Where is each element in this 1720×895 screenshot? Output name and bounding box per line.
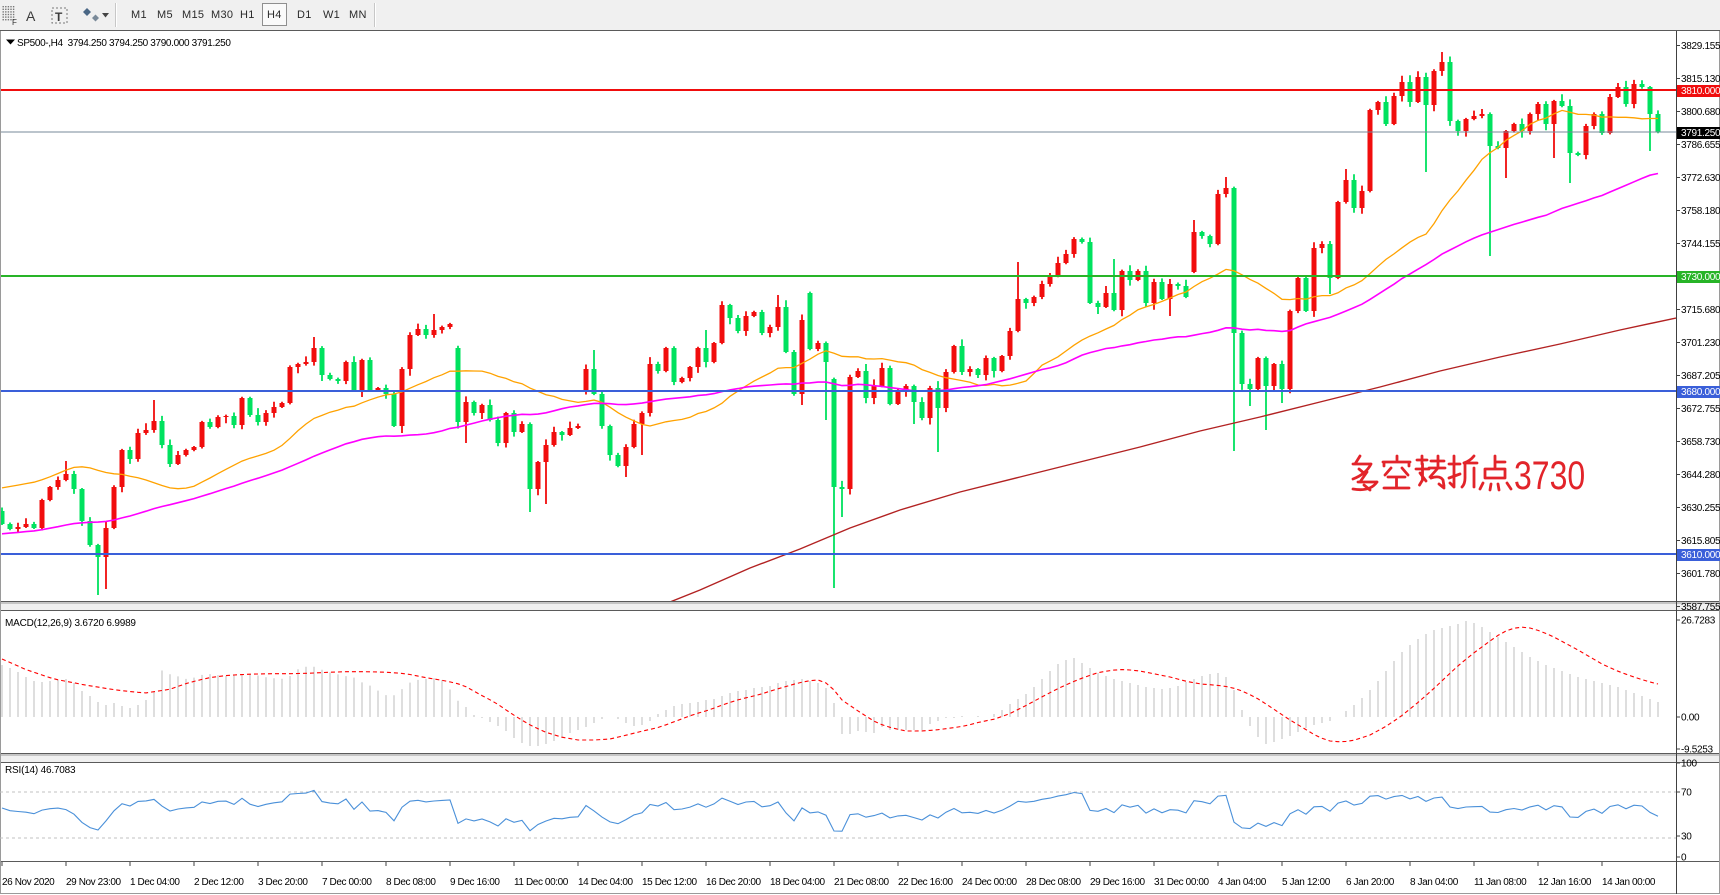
svg-text:100: 100	[1681, 759, 1698, 770]
svg-text:30: 30	[1681, 832, 1692, 843]
svg-text:3730: 3730	[1514, 453, 1585, 498]
svg-text:7 Dec 00:00: 7 Dec 00:00	[322, 877, 372, 888]
svg-text:22 Dec 16:00: 22 Dec 16:00	[898, 877, 954, 888]
svg-text:31 Dec 00:00: 31 Dec 00:00	[1154, 877, 1210, 888]
svg-text:3786.655: 3786.655	[1681, 140, 1720, 151]
svg-text:3630.255: 3630.255	[1681, 503, 1720, 514]
svg-text:8 Dec 08:00: 8 Dec 08:00	[386, 877, 436, 888]
svg-text:14 Dec 04:00: 14 Dec 04:00	[578, 877, 634, 888]
svg-text:14 Jan 00:00: 14 Jan 00:00	[1602, 877, 1656, 888]
svg-text:3791.250: 3791.250	[1681, 128, 1720, 139]
svg-text:29 Dec 16:00: 29 Dec 16:00	[1090, 877, 1146, 888]
svg-text:3672.755: 3672.755	[1681, 404, 1720, 415]
svg-text:3658.730: 3658.730	[1681, 437, 1720, 448]
svg-text:3680.000: 3680.000	[1681, 387, 1720, 398]
svg-text:3601.780: 3601.780	[1681, 569, 1720, 580]
svg-text:26 Nov 2020: 26 Nov 2020	[2, 877, 55, 888]
svg-text:11 Jan 08:00: 11 Jan 08:00	[1474, 877, 1527, 888]
svg-text:3829.155: 3829.155	[1681, 41, 1720, 52]
svg-text:29 Nov 23:00: 29 Nov 23:00	[66, 877, 122, 888]
svg-text:24 Dec 00:00: 24 Dec 00:00	[962, 877, 1018, 888]
svg-text:18 Dec 04:00: 18 Dec 04:00	[770, 877, 826, 888]
svg-text:SP500-,H4 3794.250 3794.250 3: SP500-,H4 3794.250 3794.250 3790.000 379…	[17, 38, 231, 49]
svg-text:F: F	[12, 18, 17, 27]
svg-text:3587.755: 3587.755	[1681, 602, 1720, 613]
svg-text:1 Dec 04:00: 1 Dec 04:00	[130, 877, 180, 888]
svg-text:0.00: 0.00	[1681, 713, 1700, 724]
svg-text:16 Dec 20:00: 16 Dec 20:00	[706, 877, 762, 888]
svg-text:8 Jan 04:00: 8 Jan 04:00	[1410, 877, 1459, 888]
svg-text:MACD(12,26,9) 3.6720 6.9989: MACD(12,26,9) 3.6720 6.9989	[5, 618, 136, 629]
svg-text:11 Dec 00:00: 11 Dec 00:00	[514, 877, 569, 888]
svg-text:3715.680: 3715.680	[1681, 305, 1720, 316]
svg-text:26.7283: 26.7283	[1681, 616, 1716, 627]
svg-text:3810.000: 3810.000	[1681, 86, 1720, 97]
svg-text:T: T	[55, 10, 63, 24]
svg-text:9 Dec 16:00: 9 Dec 16:00	[450, 877, 500, 888]
svg-text:15 Dec 12:00: 15 Dec 12:00	[642, 877, 698, 888]
svg-text:21 Dec 08:00: 21 Dec 08:00	[834, 877, 890, 888]
svg-text:3815.130: 3815.130	[1681, 74, 1720, 85]
svg-text:28 Dec 08:00: 28 Dec 08:00	[1026, 877, 1082, 888]
svg-text:3644.280: 3644.280	[1681, 470, 1720, 481]
svg-text:0: 0	[1681, 853, 1687, 864]
svg-text:RSI(14) 46.7083: RSI(14) 46.7083	[5, 765, 76, 776]
svg-text:3744.155: 3744.155	[1681, 239, 1720, 250]
svg-text:3701.230: 3701.230	[1681, 338, 1720, 349]
svg-text:-9.5253: -9.5253	[1681, 745, 1714, 756]
svg-text:3615.805: 3615.805	[1681, 536, 1720, 547]
svg-text:3772.630: 3772.630	[1681, 173, 1720, 184]
svg-text:A: A	[26, 8, 36, 24]
svg-text:3758.180: 3758.180	[1681, 206, 1720, 217]
svg-text:3730.000: 3730.000	[1681, 272, 1720, 283]
svg-text:3610.000: 3610.000	[1681, 550, 1720, 561]
svg-text:12 Jan 16:00: 12 Jan 16:00	[1538, 877, 1592, 888]
svg-text:5 Jan 12:00: 5 Jan 12:00	[1282, 877, 1331, 888]
svg-text:70: 70	[1681, 788, 1692, 799]
svg-text:6 Jan 20:00: 6 Jan 20:00	[1346, 877, 1395, 888]
svg-text:2 Dec 12:00: 2 Dec 12:00	[194, 877, 244, 888]
svg-text:4 Jan 04:00: 4 Jan 04:00	[1218, 877, 1267, 888]
svg-text:3 Dec 20:00: 3 Dec 20:00	[258, 877, 308, 888]
svg-text:3800.680: 3800.680	[1681, 107, 1720, 118]
svg-text:3687.205: 3687.205	[1681, 371, 1720, 382]
